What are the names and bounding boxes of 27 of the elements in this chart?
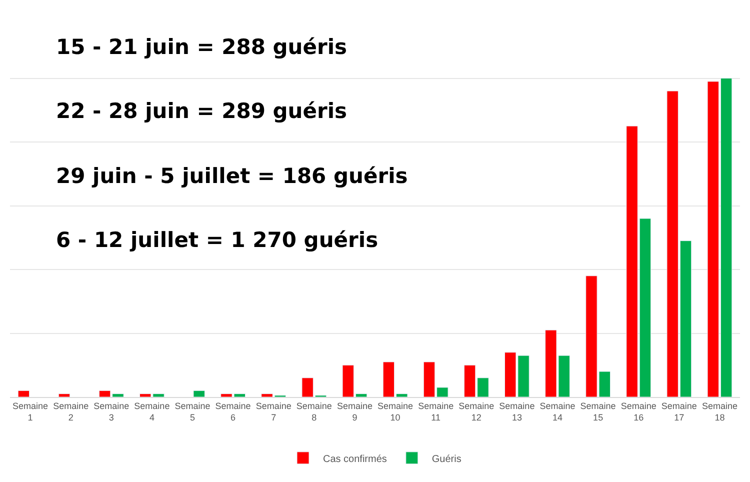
bar <box>193 390 205 397</box>
x-tick-label: Semaine 12 <box>458 400 494 422</box>
annotation: 29 juin - 5 juillet = 186 guéris <box>56 164 408 188</box>
x-tick-label: Semaine 14 <box>540 400 576 422</box>
text: 15 - 21 juin = 288 guéris <box>56 35 348 59</box>
bar <box>18 390 30 397</box>
x-tick-label: Semaine 16 <box>620 400 656 422</box>
x-tick-label: Semaine 4 <box>134 400 170 422</box>
x-tick-label: Semaine 13 <box>499 400 535 422</box>
x-tick-label: Semaine 15 <box>580 400 616 422</box>
legend-label: Cas confirmés <box>323 454 387 465</box>
x-tick-label: Semaine 3 <box>94 400 130 422</box>
x-tick-label: Semaine 17 <box>661 400 697 422</box>
x-tick-label: Semaine 11 <box>418 400 454 422</box>
x-tick-label: Semaine 7 <box>256 400 292 422</box>
x-tick-label: Semaine 2 <box>53 400 89 422</box>
x-tick-label: Semaine 5 <box>174 400 210 422</box>
annotation: 22 - 28 juin = 289 guéris <box>56 99 348 123</box>
x-tick-label: Semaine 8 <box>296 400 332 422</box>
x-tick-label: Semaine 6 <box>215 400 251 422</box>
legend-label: Guéris <box>432 454 462 465</box>
annotation: 6 - 12 juillet = 1 270 guéris <box>56 228 378 252</box>
bar <box>58 394 70 397</box>
x-tick-label: Semaine 1 <box>12 400 48 422</box>
x-tick-label: Semaine 10 <box>378 400 414 422</box>
x-tick-label: Semaine 18 <box>702 400 738 422</box>
x-tick-label: Semaine 9 <box>336 400 372 422</box>
